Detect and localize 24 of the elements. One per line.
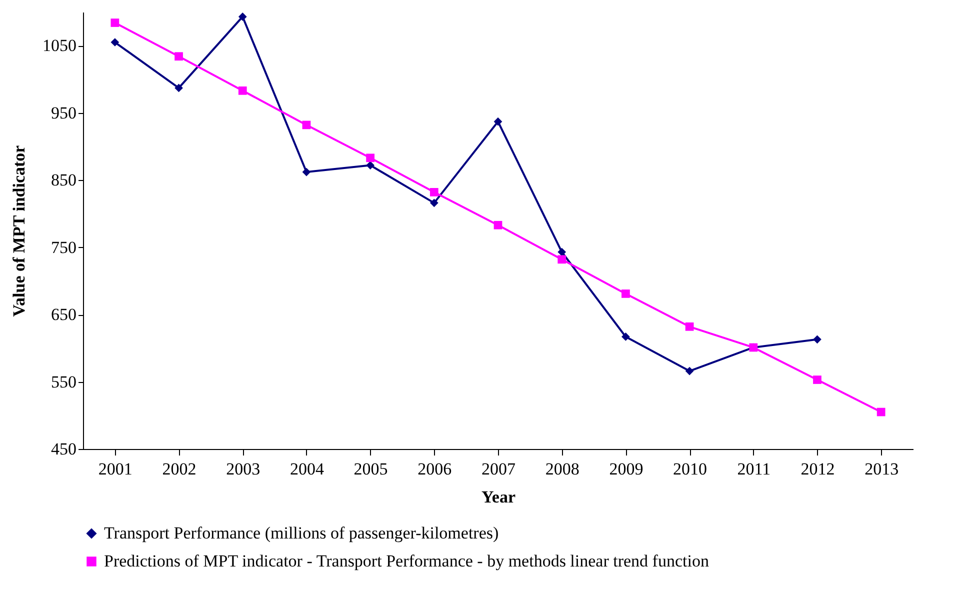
legend-label: Predictions of MPT indicator - Transport Performance - by methods linear trend function xyxy=(104,552,710,570)
y-tick-label: 550 xyxy=(51,372,76,392)
y-tick-label: 450 xyxy=(51,440,76,458)
x-tick-label: 2006 xyxy=(418,460,452,478)
x-tick-label: 2003 xyxy=(226,460,260,478)
x-tick-label: 2008 xyxy=(545,460,580,478)
y-tick-label: 1050 xyxy=(42,36,76,56)
x-tick-label: 2011 xyxy=(737,460,771,478)
x-tick-label: 2004 xyxy=(290,460,324,478)
y-tick-label: 650 xyxy=(51,305,76,324)
x-tick-label: 2005 xyxy=(354,460,388,478)
legend-label: Transport Performance (millions of passenger-kilometres) xyxy=(104,524,499,542)
y-tick-label: 750 xyxy=(51,238,76,257)
x-tick-label: 2001 xyxy=(98,460,132,478)
y-tick-label: 850 xyxy=(51,170,76,190)
x-axis-title: Year xyxy=(482,488,516,506)
x-tick-label: 2009 xyxy=(609,460,644,478)
x-tick-label: 2013 xyxy=(864,460,899,478)
x-tick-label: 2002 xyxy=(162,460,196,478)
y-tick-label: 950 xyxy=(51,103,76,122)
x-tick-label: 2010 xyxy=(673,460,708,478)
y-axis-title: Value of MPT indicator xyxy=(10,144,28,317)
x-tick-label: 2007 xyxy=(482,460,516,478)
x-tick-label: 2012 xyxy=(800,460,835,478)
